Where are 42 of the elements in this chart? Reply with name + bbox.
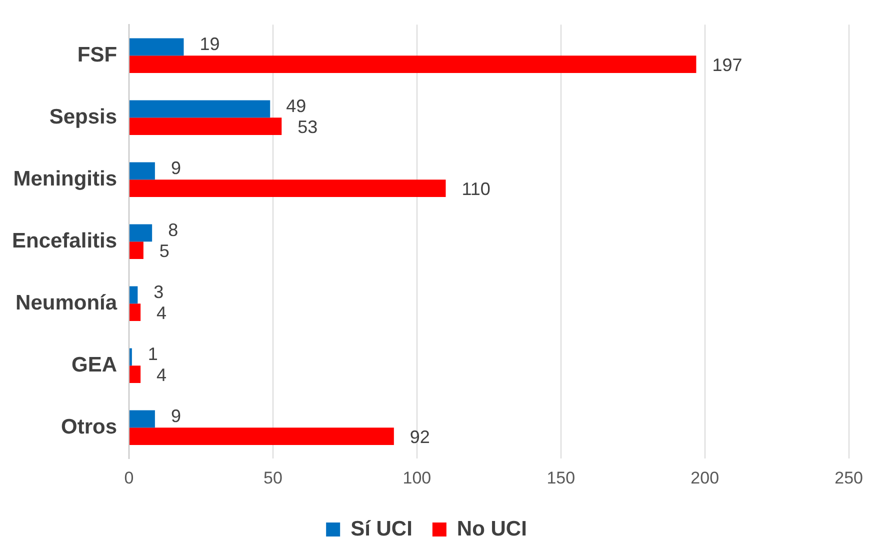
bar xyxy=(130,304,141,321)
data-label: 9 xyxy=(170,158,181,178)
y-tick-label: GEA xyxy=(72,353,118,376)
bar xyxy=(130,242,144,259)
bar xyxy=(130,38,184,56)
bar xyxy=(130,118,282,135)
bar xyxy=(130,224,152,242)
data-label: 19 xyxy=(200,34,220,54)
y-tick-label: FSF xyxy=(77,43,118,66)
bar xyxy=(130,56,696,73)
data-label: 4 xyxy=(156,303,167,324)
legend-label: Sí UCI xyxy=(350,517,412,540)
x-tick-label: 250 xyxy=(834,468,864,488)
bar xyxy=(130,162,155,180)
x-tick-label: 100 xyxy=(402,468,432,488)
bar xyxy=(130,180,446,197)
bar xyxy=(130,100,270,118)
x-tick-label: 200 xyxy=(690,468,720,488)
x-tick-label: 0 xyxy=(124,468,134,488)
legend-label: No UCI xyxy=(456,517,527,540)
y-tick-label: Otros xyxy=(61,415,118,438)
y-tick-label: Meningitis xyxy=(13,167,118,190)
data-label: 110 xyxy=(462,179,490,200)
data-label: 9 xyxy=(170,406,181,426)
data-label: 5 xyxy=(159,241,170,262)
data-label: 197 xyxy=(712,55,742,76)
y-tick-label: Sepsis xyxy=(49,105,118,128)
x-tick-label: 50 xyxy=(264,468,282,488)
bar xyxy=(130,428,394,445)
data-label: 3 xyxy=(154,282,164,302)
y-tick-label: Encefalitis xyxy=(12,229,118,252)
data-label: 4 xyxy=(156,365,167,386)
data-label: 92 xyxy=(410,427,430,448)
data-label: 8 xyxy=(168,220,178,240)
y-tick-label: Neumonía xyxy=(16,291,118,314)
data-label: 53 xyxy=(298,117,318,138)
x-tick-label: 150 xyxy=(546,468,576,488)
bar xyxy=(130,366,141,383)
data-label: 1 xyxy=(148,344,158,364)
data-label: 49 xyxy=(286,96,306,116)
bar xyxy=(130,286,138,304)
bar xyxy=(130,410,155,428)
